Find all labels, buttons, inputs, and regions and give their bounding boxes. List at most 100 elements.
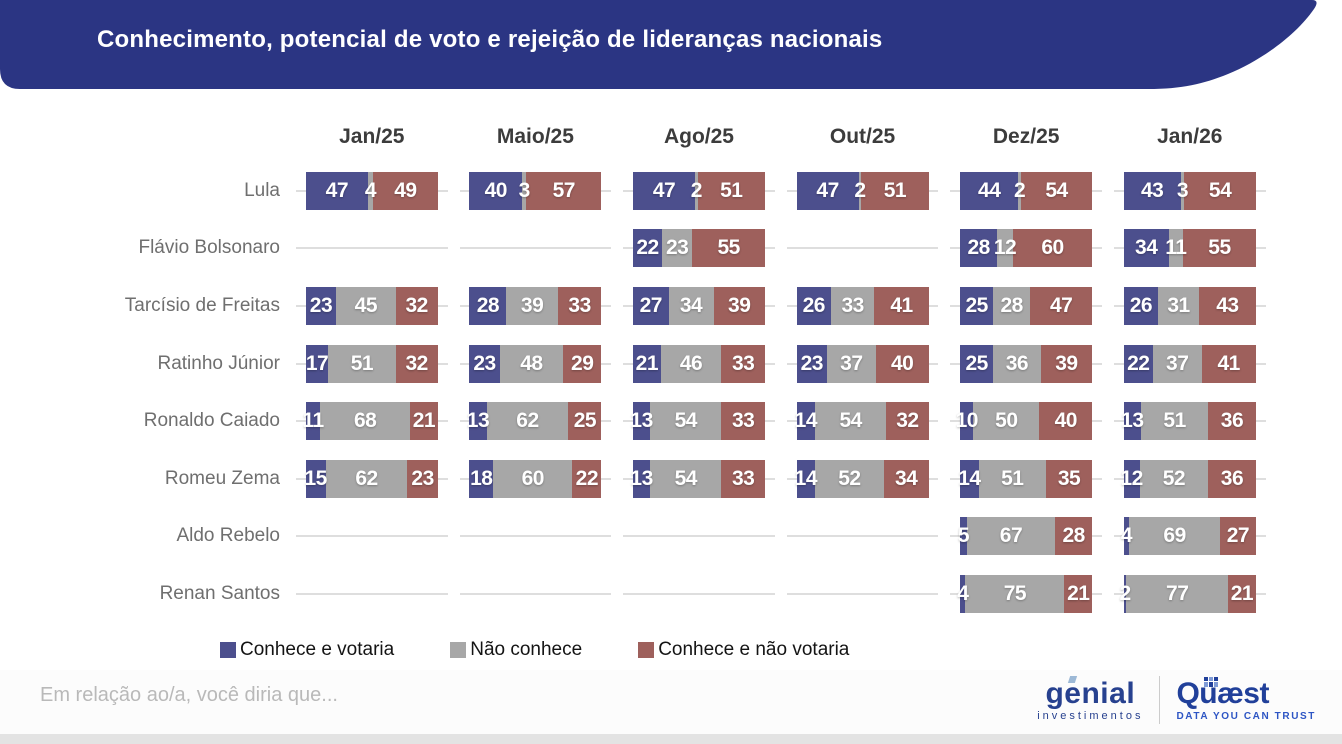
chart-cell: 23 48 29 bbox=[454, 335, 618, 393]
row-label: Aldo Rebelo bbox=[176, 525, 280, 547]
bar-segment-conhece-votaria: 47 bbox=[796, 171, 859, 210]
chart-cell: 2 77 21 bbox=[1108, 565, 1272, 623]
bar-value: 47 bbox=[1049, 293, 1073, 317]
table-row: Aldo Rebelo 5 67 28 4 69 27 bbox=[20, 508, 1280, 566]
bar-value: 11 bbox=[302, 409, 324, 433]
bar-segment-conhece-votaria: 10 bbox=[956, 402, 978, 441]
bar-value: 28 bbox=[1000, 293, 1023, 317]
chart-cell bbox=[290, 508, 454, 566]
bar-value: 55 bbox=[717, 236, 740, 260]
row-label: Romeu Zema bbox=[164, 467, 280, 489]
bar-value: 41 bbox=[890, 293, 913, 317]
bar-segment-nao-conhece: 75 bbox=[965, 574, 1065, 613]
legend: Conhece e votaria Não conhece Conhece e nã… bbox=[20, 639, 1280, 661]
stacked-bar: 17 51 32 bbox=[305, 344, 438, 383]
bar-segment-conhece-nao-votaria: 33 bbox=[557, 286, 602, 325]
chart-cell: 13 51 36 bbox=[1108, 392, 1272, 450]
bar-value: 25 bbox=[573, 409, 597, 433]
bar-value: 21 bbox=[1230, 581, 1254, 605]
stacked-bar: 22 37 41 bbox=[1123, 344, 1256, 383]
table-row: Tarcísio de Freitas 23 45 32 28 39 33 27 34 39 26 3… bbox=[20, 277, 1280, 335]
chart-cell: 26 31 43 bbox=[1108, 277, 1272, 335]
bar-segment-conhece-nao-votaria: 54 bbox=[1184, 171, 1256, 210]
bar-segment-conhece-nao-votaria: 40 bbox=[875, 344, 929, 383]
legend-swatch bbox=[638, 641, 655, 658]
bar-segment-nao-conhece: 23 bbox=[662, 229, 693, 268]
bar-value: 51 bbox=[1163, 409, 1186, 433]
bar-value: 32 bbox=[405, 351, 428, 375]
stacked-bar: 44 2 54 bbox=[960, 171, 1093, 210]
legend-item: Não conhece bbox=[450, 639, 582, 661]
bar-segment-conhece-nao-votaria: 51 bbox=[861, 171, 929, 210]
stacked-bar: 28 12 60 bbox=[960, 229, 1093, 268]
column-header: Dez/25 bbox=[992, 125, 1060, 148]
bar-segment-conhece-votaria: 34 bbox=[1123, 229, 1169, 268]
bar-value: 14 bbox=[794, 409, 818, 433]
bar-value: 55 bbox=[1208, 236, 1231, 260]
bar-segment-nao-conhece: 2 bbox=[1014, 171, 1026, 210]
genial-logo: genial investimentos bbox=[1037, 675, 1144, 722]
chart-cell bbox=[781, 220, 945, 278]
bar-value: 26 bbox=[802, 293, 826, 317]
track-line bbox=[786, 247, 939, 250]
bar-segment-conhece-nao-votaria: 21 bbox=[410, 402, 438, 441]
bar-segment-nao-conhece: 68 bbox=[320, 402, 411, 441]
bar-value: 15 bbox=[304, 466, 328, 490]
stacked-bar: 13 62 25 bbox=[467, 402, 602, 441]
row-label: Lula bbox=[244, 179, 280, 201]
bar-value: 34 bbox=[1135, 236, 1158, 260]
bar-segment-nao-conhece: 52 bbox=[1139, 459, 1209, 498]
chart-cell: 44 2 54 bbox=[944, 162, 1108, 220]
table-row: Ratinho Júnior 17 51 32 23 48 29 21 46 33 23 37 40 25… bbox=[20, 335, 1280, 393]
stacked-bar: 4 75 21 bbox=[957, 574, 1093, 613]
bar-value: 25 bbox=[965, 293, 988, 317]
bar-segment-conhece-votaria: 12 bbox=[1121, 459, 1143, 498]
bar-value: 33 bbox=[841, 293, 864, 317]
bar-segment-conhece-votaria: 23 bbox=[796, 344, 827, 383]
bar-segment-conhece-votaria: 13 bbox=[467, 402, 490, 441]
track-line bbox=[296, 535, 448, 538]
bar-value: 33 bbox=[732, 466, 755, 490]
bar-segment-nao-conhece: 2 bbox=[691, 171, 702, 210]
page-title: Conhecimento, potencial de voto e rejeiç… bbox=[97, 26, 883, 53]
bar-segment-conhece-votaria: 28 bbox=[469, 286, 507, 325]
stacked-bar: 10 50 40 bbox=[956, 402, 1093, 441]
bar-value: 28 bbox=[476, 293, 500, 317]
stacked-bar: 26 31 43 bbox=[1123, 286, 1256, 325]
bar-value: 60 bbox=[1041, 236, 1064, 260]
bar-segment-nao-conhece: 54 bbox=[650, 402, 722, 441]
bar-segment-conhece-nao-votaria: 43 bbox=[1199, 286, 1256, 325]
row-label: Ronaldo Caiado bbox=[143, 410, 280, 432]
bar-segment-conhece-nao-votaria: 22 bbox=[572, 459, 602, 498]
bar-value: 47 bbox=[325, 178, 349, 202]
bottom-strip bbox=[0, 734, 1342, 744]
chart-cell bbox=[290, 565, 454, 623]
legend-swatch bbox=[450, 641, 467, 658]
bar-segment-conhece-nao-votaria: 51 bbox=[697, 171, 765, 210]
bar-segment-conhece-nao-votaria: 55 bbox=[692, 229, 765, 268]
stacked-bar: 40 3 57 bbox=[469, 171, 602, 210]
chart-cell: 13 54 33 bbox=[617, 392, 781, 450]
track-line bbox=[623, 592, 775, 595]
bar-segment-nao-conhece: 52 bbox=[815, 459, 884, 498]
bar-value: 36 bbox=[1220, 466, 1244, 490]
bar-value: 41 bbox=[1217, 351, 1241, 375]
bar-segment-conhece-votaria: 47 bbox=[633, 171, 696, 210]
genial-logo-subtext: investimentos bbox=[1037, 709, 1144, 722]
bar-segment-conhece-nao-votaria: 33 bbox=[721, 344, 765, 383]
bar-value: 13 bbox=[630, 409, 653, 433]
bar-segment-nao-conhece: 50 bbox=[973, 402, 1040, 441]
chart-cell bbox=[454, 565, 618, 623]
chart-cell: 13 62 25 bbox=[454, 392, 618, 450]
bar-value: 48 bbox=[520, 351, 543, 375]
stacked-bar: 28 39 33 bbox=[469, 286, 602, 325]
bar-segment-conhece-votaria: 22 bbox=[1123, 344, 1153, 383]
table-row: Ronaldo Caiado 11 68 21 13 62 25 13 54 33 14 54 32 10… bbox=[20, 392, 1280, 450]
bar-segment-nao-conhece: 46 bbox=[660, 344, 722, 383]
bar-value: 33 bbox=[568, 293, 591, 317]
bar-segment-nao-conhece: 39 bbox=[506, 286, 558, 325]
bar-segment-nao-conhece: 34 bbox=[668, 286, 714, 325]
bar-segment-conhece-votaria: 13 bbox=[1121, 402, 1144, 441]
bar-segment-conhece-votaria: 26 bbox=[796, 286, 831, 325]
